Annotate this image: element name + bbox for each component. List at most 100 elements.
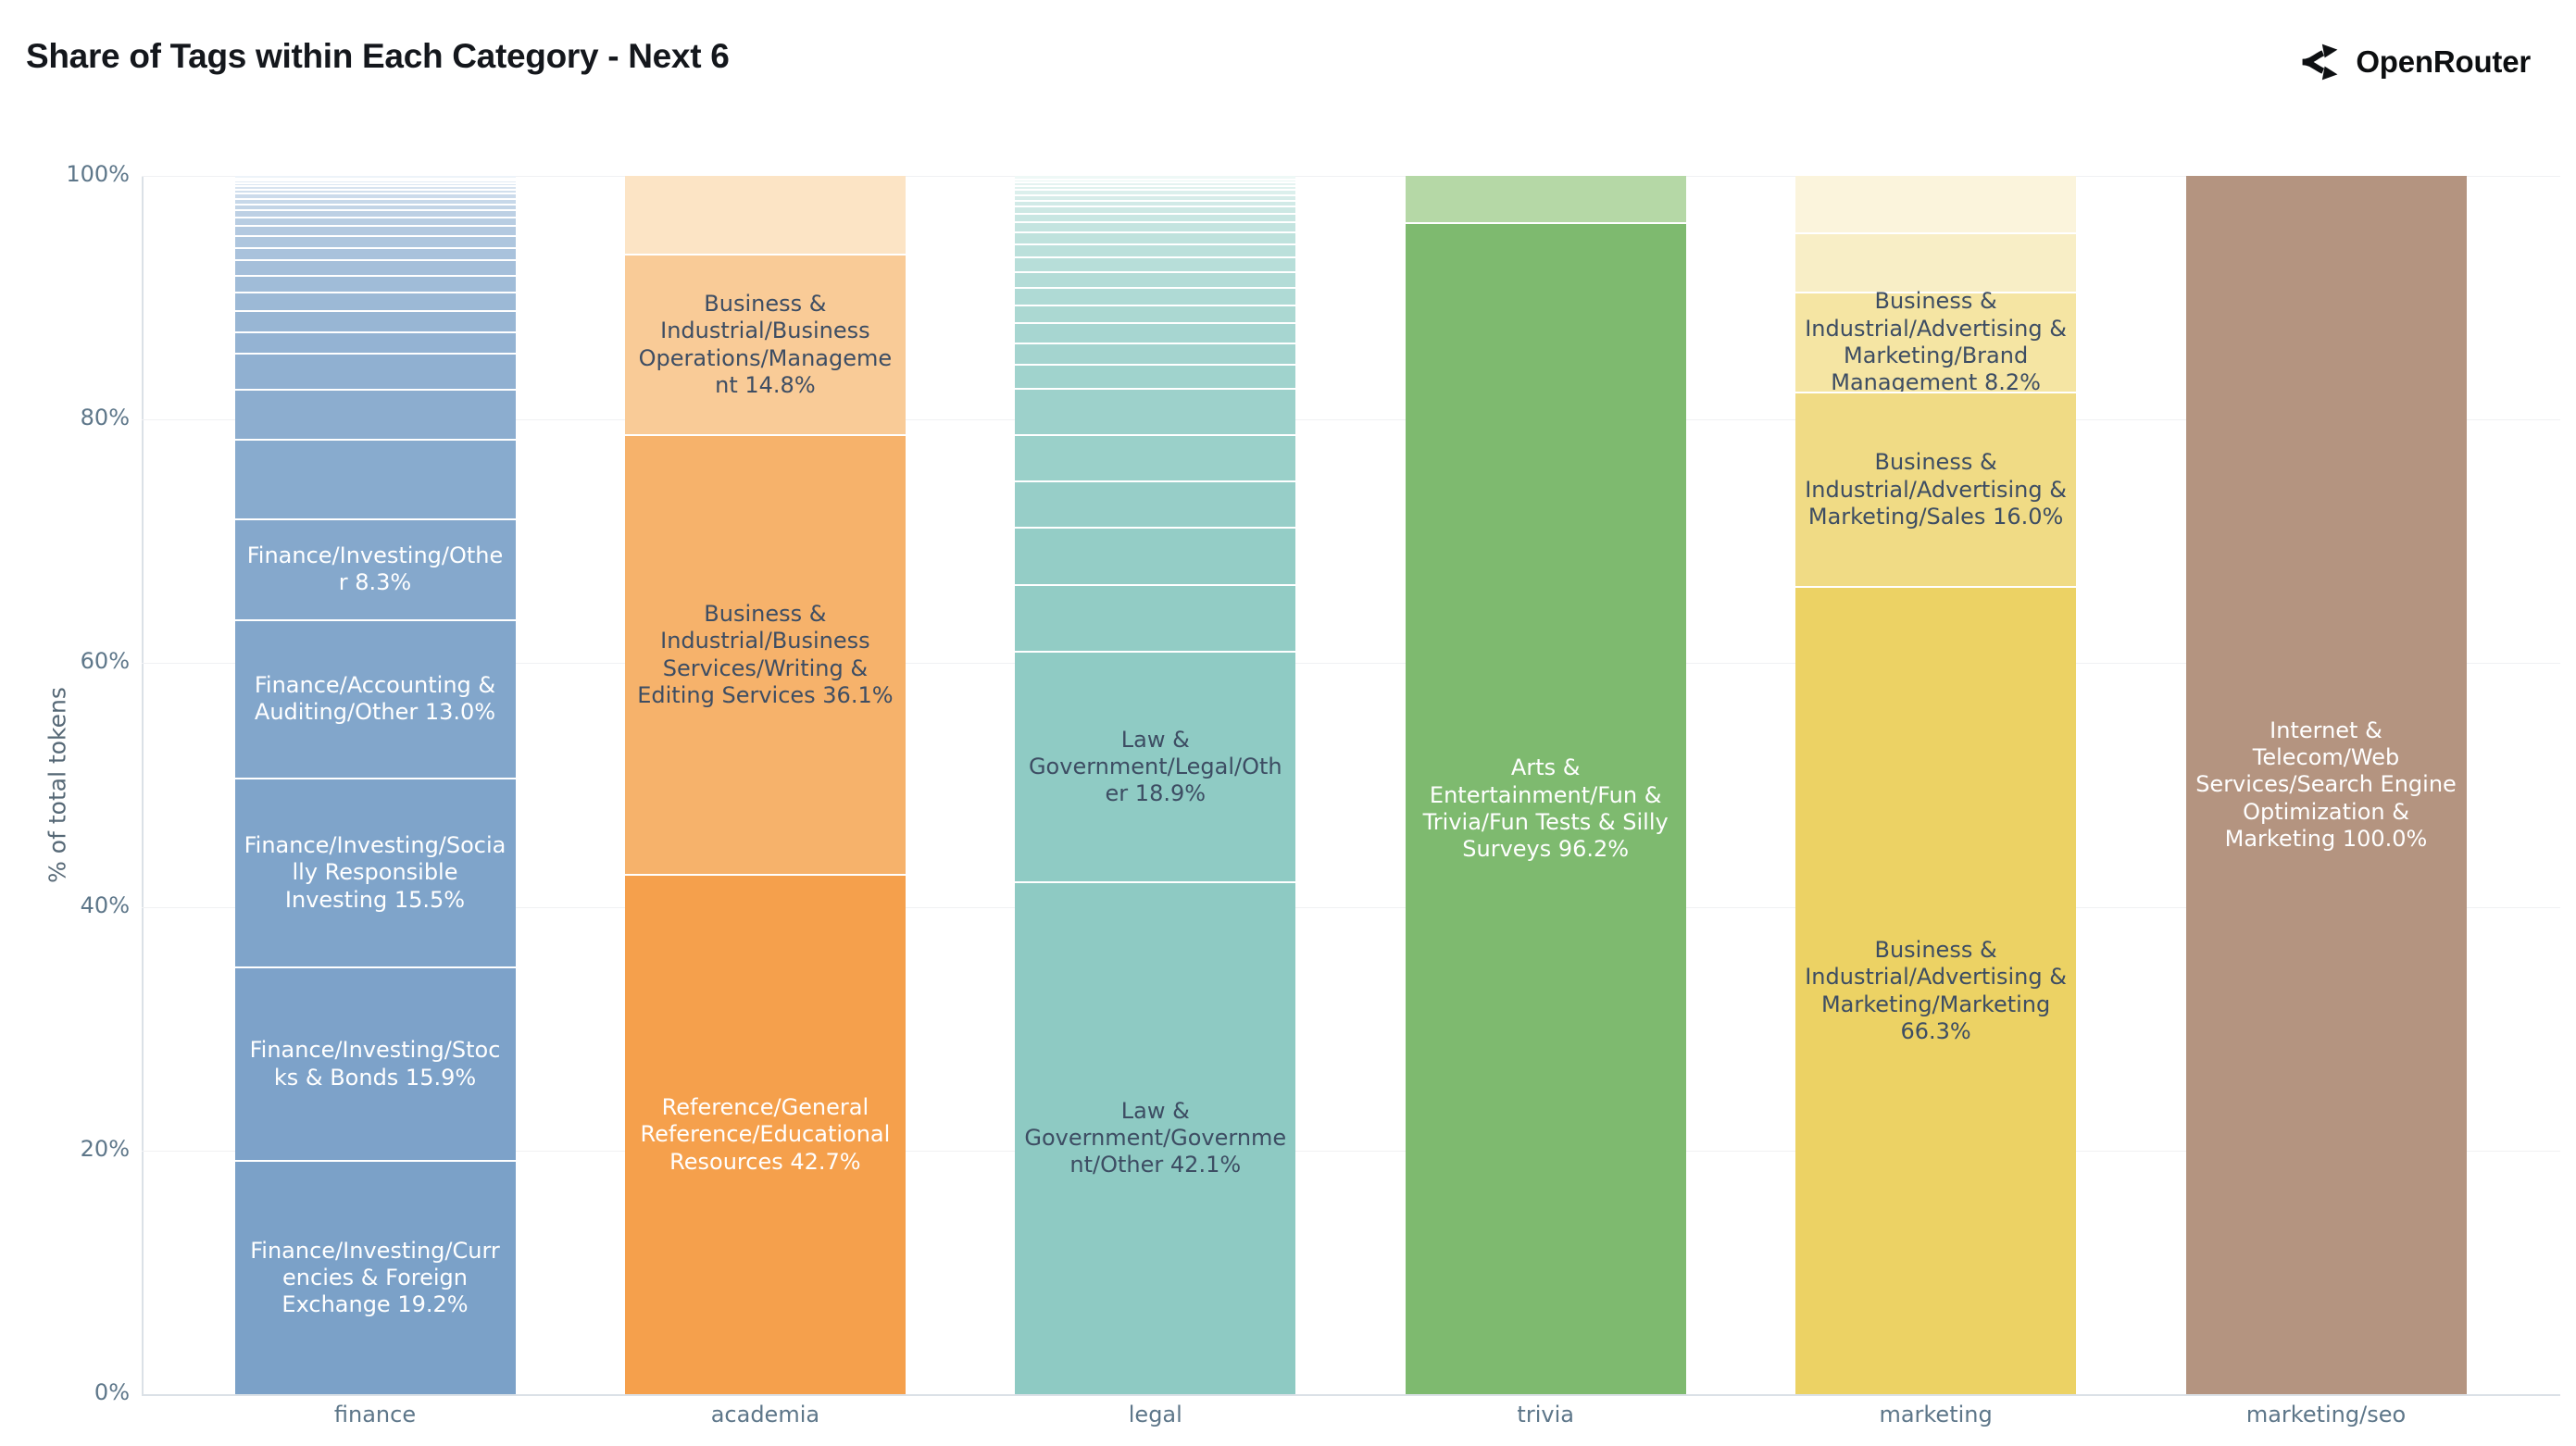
segment-finance-14[interactable] [234,234,516,247]
segment-legal-25[interactable] [1015,176,1296,179]
segment-finance-23[interactable] [234,181,516,185]
segment-finance-4[interactable]: Finance/Investing/Other 8.3% [234,517,516,619]
bar-legal: Law & Government/Legal/Other 18.9% Law & … [1015,176,1296,1394]
segment-legal-7[interactable] [1015,363,1296,388]
y-tick-label: 80% [80,405,130,431]
segment-finance-17[interactable] [234,209,516,218]
bar-marketing: Business & Industrial/Advertising & Mark… [1795,176,2077,1394]
segment-finance-1[interactable]: Finance/Investing/Stocks & Bonds 15.9% [234,966,516,1161]
plot-area: Finance/Investing/Other 8.3% Finance/Acco… [142,176,2560,1396]
segment-academia-2[interactable]: Business & Industrial/Business Operation… [624,254,906,434]
segment-finance-10[interactable] [234,291,516,310]
segment-legal-23[interactable] [1015,181,1296,185]
y-tick-label: 40% [80,891,130,918]
y-tick-label: 100% [66,161,130,187]
segment-marketing/seo-0[interactable]: Internet & Telecom/Web Services/Search E… [2185,176,2467,1394]
segment-legal-13[interactable] [1015,256,1296,272]
segment-legal-12[interactable] [1015,271,1296,288]
segment-finance-26[interactable] [234,176,516,178]
segment-label: Finance/Investing/Other 8.3% [246,542,504,596]
openrouter-logo: OpenRouter [2299,41,2531,83]
segment-legal-18[interactable] [1015,206,1296,214]
segment-label: Business & Industrial/Advertising & Mark… [1805,288,2067,396]
segment-finance-24[interactable] [234,179,516,182]
gridline [142,1150,2560,1152]
segment-finance-8[interactable] [234,330,516,353]
segment-legal-15[interactable] [1015,231,1296,243]
segment-finance-25[interactable] [234,177,516,180]
gridline [142,419,2560,421]
segment-label: Business & Industrial/Advertising & Mark… [1805,449,2067,530]
segment-legal-0[interactable]: Law & Government/Government/Other 42.1% [1015,880,1296,1394]
segment-label: Business & Industrial/Business Services/… [637,600,894,708]
segment-finance-0[interactable]: Finance/Investing/Currencies & Foreign E… [234,1160,516,1394]
bar-marketing/seo: Internet & Telecom/Web Services/Search E… [2185,176,2467,1394]
segment-finance-18[interactable] [234,203,516,210]
segment-marketing-2[interactable]: Business & Industrial/Advertising & Mark… [1795,288,2077,396]
segment-legal-6[interactable] [1015,387,1296,434]
segment-finance-6[interactable] [234,389,516,440]
gridline [142,176,2560,177]
segment-label: Finance/Investing/Socially Responsible I… [244,832,506,913]
segment-finance-21[interactable] [234,188,516,193]
segment-academia-1[interactable]: Business & Industrial/Business Services/… [624,433,906,875]
segment-legal-14[interactable] [1015,243,1296,257]
segment-finance-15[interactable] [234,225,516,235]
y-axis-line [142,176,144,1394]
segment-academia-3[interactable] [624,176,906,255]
segment-legal-9[interactable] [1015,322,1296,343]
segment-academia-0[interactable]: Reference/General Reference/Educational … [624,874,906,1394]
segment-trivia-1[interactable] [1405,176,1686,222]
segment-finance-11[interactable] [234,274,516,292]
segment-legal-22[interactable] [1015,184,1296,190]
openrouter-logo-text: OpenRouter [2356,44,2531,79]
segment-finance-3[interactable]: Finance/Accounting & Auditing/Other 13.0… [234,618,516,778]
segment-finance-2[interactable]: Finance/Investing/Socially Responsible I… [234,777,516,966]
segment-legal-19[interactable] [1015,199,1296,206]
segment-legal-10[interactable] [1015,304,1296,323]
bar-finance: Finance/Investing/Other 8.3% Finance/Acco… [234,176,516,1394]
segment-finance-12[interactable] [234,259,516,275]
segment-marketing-1[interactable]: Business & Industrial/Advertising & Mark… [1795,391,2077,587]
segment-legal-4[interactable] [1015,480,1296,527]
segment-finance-9[interactable] [234,309,516,331]
segment-finance-19[interactable] [234,197,516,204]
segment-finance-22[interactable] [234,184,516,189]
segment-label: Finance/Investing/Currencies & Foreign E… [250,1237,500,1318]
segment-legal-8[interactable] [1015,342,1296,364]
segment-marketing-3[interactable] [1795,231,2077,292]
segment-legal-20[interactable] [1015,193,1296,200]
x-tick-marketing/seo: marketing/seo [2245,1402,2407,1427]
x-tick-trivia: trivia [1517,1402,1574,1427]
segment-legal-5[interactable] [1015,433,1296,480]
segment-finance-20[interactable] [234,193,516,198]
segment-legal-16[interactable] [1015,221,1296,231]
segment-finance-5[interactable] [234,439,516,518]
segment-legal-21[interactable] [1015,189,1296,194]
segment-legal-11[interactable] [1015,287,1296,305]
segment-marketing-0[interactable]: Business & Industrial/Advertising & Mark… [1795,586,2077,1394]
segment-legal-2[interactable] [1015,583,1296,652]
segment-label: Reference/General Reference/Educational … [640,1094,891,1175]
segment-finance-16[interactable] [234,217,516,226]
segment-legal-24[interactable] [1015,178,1296,181]
x-tick-marketing: marketing [1879,1402,1993,1427]
openrouter-logo-icon [2299,41,2342,83]
segment-label: Law & Government/Legal/Other 18.9% [1028,726,1282,807]
bar-academia: Business & Industrial/Business Operation… [624,176,906,1394]
gridline [142,663,2560,665]
segment-finance-7[interactable] [234,352,516,390]
segment-finance-13[interactable] [234,246,516,260]
segment-label: Finance/Investing/Stocks & Bonds 15.9% [249,1037,501,1091]
gridline [142,906,2560,908]
segment-legal-17[interactable] [1015,213,1296,222]
segment-legal-3[interactable] [1015,526,1296,584]
y-tick-label: 60% [80,648,130,675]
segment-label: Business & Industrial/Business Operation… [638,291,893,398]
segment-label: Law & Government/Government/Other 42.1% [1024,1097,1287,1178]
segment-legal-1[interactable]: Law & Government/Legal/Other 18.9% [1015,651,1296,881]
bar-trivia: Arts & Entertainment/Fun & Trivia/Fun Te… [1405,176,1686,1394]
segment-label: Internet & Telecom/Web Services/Search E… [2195,717,2457,852]
segment-marketing-4[interactable] [1795,176,2077,232]
segment-trivia-0[interactable]: Arts & Entertainment/Fun & Trivia/Fun Te… [1405,222,1686,1394]
